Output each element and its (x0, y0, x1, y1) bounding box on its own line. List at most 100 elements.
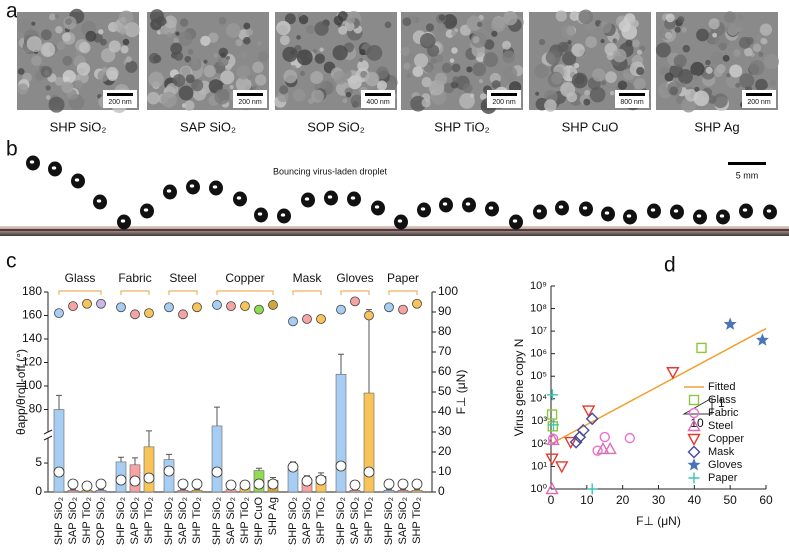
sem-texture (179, 18, 189, 27)
y-tick-label: 80 (29, 402, 43, 416)
sem-texture (333, 15, 344, 26)
sem-texture (434, 72, 448, 86)
sem-texture (760, 37, 767, 45)
sem-texture (551, 72, 563, 85)
sem-texture (279, 35, 290, 46)
sem-texture (40, 66, 53, 78)
contact-angle (336, 304, 346, 315)
sem-texture (247, 74, 253, 81)
sem-texture (441, 62, 453, 74)
sem-texture (758, 51, 764, 57)
point (555, 461, 569, 474)
contact-angle (178, 309, 188, 320)
sem-texture (770, 79, 777, 86)
adhesion-force (411, 478, 423, 490)
bar (349, 489, 361, 493)
sem-texture (632, 39, 640, 48)
point (545, 482, 559, 495)
point (624, 432, 636, 444)
sem-texture (763, 53, 780, 70)
sem-texture (184, 100, 195, 111)
sem-texture (722, 54, 730, 62)
y-axis-label: Virus gene copy N (512, 339, 526, 437)
adhesion-force (383, 478, 395, 490)
sem-texture (62, 55, 73, 66)
panel-label: c (6, 250, 17, 273)
sem-texture (173, 37, 180, 44)
sem-texture (242, 36, 251, 45)
sem-texture (600, 39, 605, 44)
sem-texture (298, 14, 309, 25)
group-label: Steel (169, 271, 196, 285)
sem-texture (707, 95, 717, 104)
sem-texture (451, 30, 457, 36)
contact-angle (54, 308, 64, 319)
y2-tick-label: 60 (438, 364, 452, 378)
y-tick-label: 10⁵ (530, 370, 547, 382)
sem-texture (484, 39, 495, 50)
sem-texture (376, 66, 389, 79)
legend-swatch (688, 407, 700, 419)
adhesion-force (239, 479, 251, 491)
droplet-highlight (604, 211, 610, 215)
sem-texture (419, 32, 436, 49)
sem-texture (716, 63, 726, 74)
sem-texture (599, 20, 612, 34)
sem-texture (296, 49, 313, 66)
sem-texture (451, 20, 456, 25)
group-label: Glass (65, 271, 96, 285)
sem-texture (483, 52, 499, 68)
sem-texture (311, 89, 324, 103)
sem-texture (677, 16, 685, 24)
bar (53, 409, 65, 493)
sem-texture (17, 18, 33, 34)
error-bar (98, 489, 104, 491)
sem-texture (120, 45, 129, 54)
error-bar (194, 489, 200, 491)
adhesion-force (53, 466, 65, 478)
error-bar (146, 430, 152, 447)
sem-texture (17, 68, 25, 75)
sem-texture (225, 63, 232, 71)
adhesion-force (81, 480, 93, 492)
point (585, 412, 599, 426)
sem-texture (449, 58, 455, 63)
sem-texture (738, 36, 751, 49)
fit-line (550, 327, 767, 445)
y-tick-label: 180 (22, 284, 42, 298)
legend-label: Copper (708, 433, 744, 445)
caption: Bouncing virus-laden droplet (273, 166, 388, 176)
sem-texture (305, 24, 315, 34)
sem-texture (451, 47, 458, 54)
sem-texture (583, 98, 591, 106)
error-bar (256, 467, 262, 471)
y-tick-label: 120 (22, 355, 42, 369)
sem-texture (612, 48, 627, 63)
y-tick-label: 10⁷ (531, 325, 547, 337)
sem-texture (436, 22, 446, 32)
sem-texture (85, 30, 97, 42)
point (546, 432, 560, 446)
point (592, 445, 603, 456)
x-tick-label: 30 (652, 493, 666, 507)
droplet-highlight (626, 214, 632, 218)
sem-texture (45, 95, 51, 100)
x-tick-label: SHP TiO₂ (411, 497, 423, 544)
error-bar (132, 457, 138, 465)
point (545, 453, 559, 466)
sem-texture (710, 51, 724, 65)
droplet-highlight (536, 209, 542, 213)
x-tick-label: SHP SiO₂ (335, 497, 347, 545)
legend-label: Glass (708, 394, 737, 406)
sem-texture (61, 81, 74, 94)
group-bracket (292, 290, 322, 295)
sem-texture (693, 90, 710, 107)
contact-angle (116, 302, 126, 313)
x-tick-label: SAP SiO₂ (301, 497, 313, 544)
y-tick-label: 100 (22, 378, 42, 392)
panel-label: b (6, 138, 18, 161)
contact-angle (364, 310, 374, 321)
droplet-highlight (650, 208, 656, 212)
point (564, 436, 578, 450)
